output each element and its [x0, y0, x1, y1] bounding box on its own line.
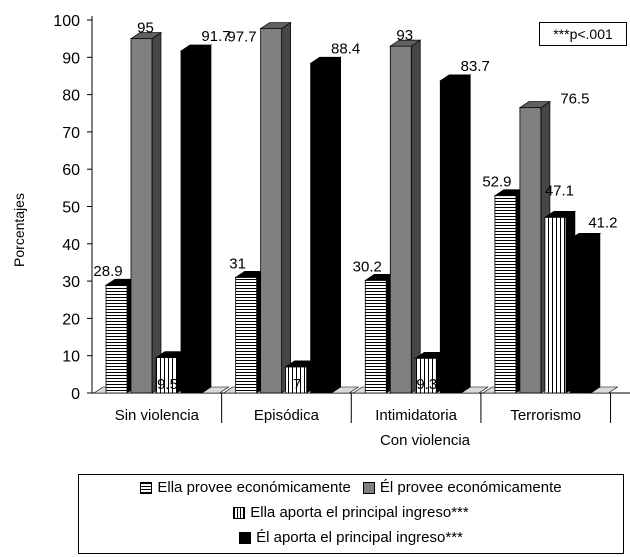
significance-note: ***p<.001: [539, 22, 627, 46]
legend-item-ella-aporta: Ella aporta el principal ingreso***: [233, 501, 469, 525]
x-tick-label: Terrorismo: [510, 407, 581, 424]
legend-swatch-black: [239, 532, 252, 544]
y-axis-title: Porcentajes: [11, 193, 27, 267]
bar-top: [543, 210, 577, 218]
y-tick-label: 20: [62, 311, 80, 328]
bar: [260, 28, 283, 394]
y-tick-label: 50: [62, 200, 80, 217]
bar: [519, 107, 542, 394]
data-label: 9.5: [157, 376, 178, 393]
x-tick-label: Episódica: [254, 407, 320, 424]
bar-side: [460, 74, 471, 394]
legend-item-el-aporta: Él aporta el principal ingreso***: [239, 526, 463, 550]
data-label: 88.4: [331, 40, 360, 57]
bar-top: [389, 39, 422, 47]
bar: [439, 80, 462, 394]
bar-side: [331, 56, 341, 394]
data-label: 7: [293, 376, 301, 393]
bar: [180, 50, 203, 394]
x-tick-label: Sin violencia: [115, 407, 200, 424]
legend-label: Él provee económicamente: [379, 479, 562, 496]
bar-top: [259, 22, 292, 29]
y-tick-label: 60: [62, 162, 80, 179]
bar-chart: 0 10 20 30 40 50 60 70 80 90 100 Sin violencia 28.9 9…: [11, 13, 630, 449]
bar-top: [179, 44, 213, 52]
bar-top: [309, 56, 342, 64]
chart-legend: Ella provee económicamente Él provee eco…: [78, 474, 624, 554]
data-label: 9.3: [416, 376, 437, 393]
bar: [494, 195, 517, 394]
data-label: 41.2: [588, 214, 617, 231]
y-tick-label: 80: [62, 88, 80, 105]
data-label: 83.7: [461, 58, 490, 75]
y-tick-label: 40: [62, 237, 80, 254]
bar: [544, 216, 567, 394]
data-label: 95: [137, 20, 154, 37]
data-label: 31: [229, 255, 246, 272]
data-label: 52.9: [482, 174, 511, 191]
y-tick-label: 10: [62, 349, 80, 366]
bar: [310, 62, 333, 394]
bar: [364, 279, 387, 394]
data-label: 28.9: [93, 263, 122, 280]
legend-label: Ella provee económicamente: [157, 479, 351, 496]
bar: [105, 284, 128, 394]
legend-item-el-provee: Él provee económicamente: [362, 476, 562, 500]
legend-label: Él aporta el principal ingreso***: [256, 529, 463, 546]
bar-top: [129, 32, 163, 40]
bar: [130, 38, 153, 394]
bar-top: [518, 101, 552, 109]
data-label: 97.7: [227, 29, 256, 46]
bar: [389, 45, 412, 394]
data-label: 93: [396, 27, 413, 44]
y-tick-label: 30: [62, 274, 80, 291]
data-label: 76.5: [560, 91, 589, 108]
x-axis-title: Con violencia: [380, 432, 471, 449]
bar-side: [201, 44, 212, 394]
bar-side: [590, 232, 601, 394]
data-label: 30.2: [353, 258, 382, 275]
bar: [235, 276, 258, 394]
legend-item-ella-provee: Ella provee económicamente: [140, 476, 351, 500]
bar-top: [568, 232, 602, 240]
y-tick-label: 90: [62, 50, 80, 67]
legend-swatch-vertical-stripes: [233, 507, 246, 519]
y-tick-label: 100: [53, 13, 80, 30]
bar: [569, 238, 592, 394]
data-label: 91.7: [201, 28, 230, 45]
bar-top: [439, 74, 472, 82]
bar-side: [410, 39, 421, 394]
bar-side: [281, 21, 291, 394]
data-label: 47.1: [545, 182, 574, 199]
bar-side: [151, 31, 162, 394]
legend-label: Ella aporta el principal ingreso***: [250, 504, 469, 521]
y-tick-label: 0: [71, 386, 80, 403]
x-tick-label: Intimidatoria: [375, 407, 457, 424]
legend-swatch-gray: [362, 482, 375, 494]
y-tick-label: 70: [62, 125, 80, 142]
legend-swatch-horizontal-stripes: [140, 482, 153, 494]
